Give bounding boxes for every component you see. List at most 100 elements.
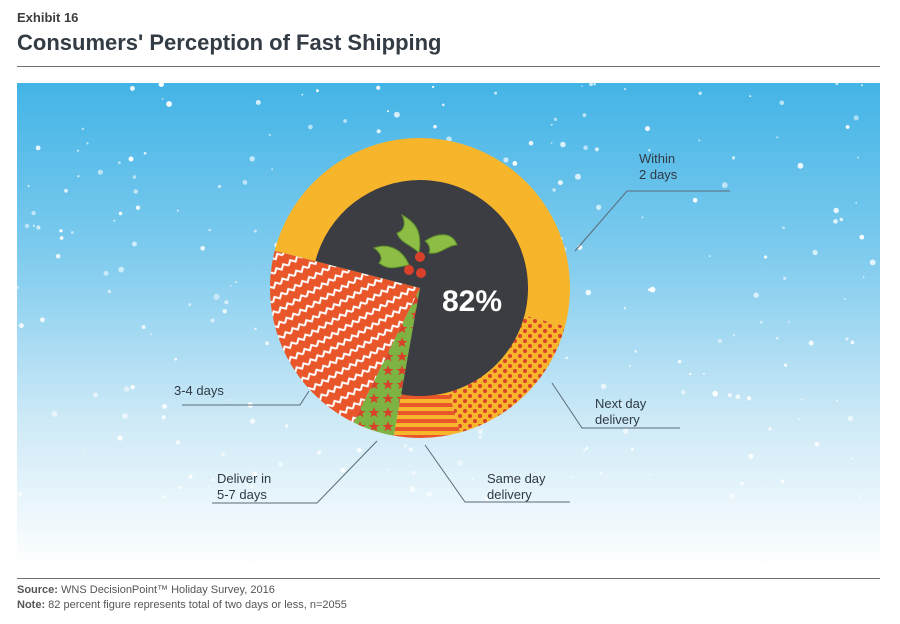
snowflake xyxy=(733,334,735,337)
snowflake xyxy=(36,225,41,230)
slice-label-line: delivery xyxy=(487,487,532,502)
snowflake xyxy=(698,91,702,96)
title-divider xyxy=(17,66,880,67)
snowflake xyxy=(641,216,644,219)
snowflake xyxy=(255,100,261,105)
snowflake xyxy=(747,396,752,401)
snowflake xyxy=(268,133,271,136)
snowflake xyxy=(208,228,211,232)
snowflake xyxy=(503,157,509,163)
chart-panel: 82% Within 2 days Next day delivery Same day… xyxy=(17,83,880,569)
snowflake xyxy=(222,309,227,314)
snowflake xyxy=(59,229,63,233)
snowflake xyxy=(835,83,839,86)
snowflake xyxy=(740,481,744,486)
snowflake xyxy=(629,365,632,367)
snowflake xyxy=(808,340,814,346)
snowflake xyxy=(178,486,181,489)
snowflake xyxy=(249,156,255,162)
snowflake xyxy=(814,442,820,447)
snowflake xyxy=(376,129,381,134)
snowflake xyxy=(717,339,722,343)
snowflake xyxy=(689,372,692,376)
snowflake xyxy=(71,231,74,234)
snowflake xyxy=(81,127,85,131)
snowflake xyxy=(847,415,854,422)
snowflake xyxy=(356,447,362,453)
snowflake xyxy=(188,303,192,307)
snowflake xyxy=(161,97,164,100)
snowflake xyxy=(845,125,850,129)
snowflake xyxy=(343,119,347,123)
snowflake xyxy=(787,320,790,323)
snowflake xyxy=(485,496,490,501)
snowflake xyxy=(853,115,859,121)
snowflake xyxy=(779,100,785,106)
snowflake xyxy=(103,270,109,276)
snowflake xyxy=(128,156,134,162)
snowflake xyxy=(113,219,116,222)
snowflake xyxy=(857,156,860,159)
snowflake xyxy=(800,398,803,401)
snowflake xyxy=(630,447,635,451)
snowflake xyxy=(768,427,772,431)
holly-icon xyxy=(372,213,458,278)
snowflake xyxy=(143,151,147,155)
snowflake xyxy=(253,229,257,233)
snowflake xyxy=(764,255,768,259)
snowflake xyxy=(583,145,588,150)
snowflake xyxy=(596,204,602,210)
snowflake xyxy=(600,472,603,475)
snowflake xyxy=(188,474,193,479)
snowflake xyxy=(729,494,735,499)
snowflake xyxy=(59,236,64,240)
snowflake xyxy=(254,327,257,330)
snowflake xyxy=(132,175,137,179)
snowflake xyxy=(565,356,568,360)
snowflake xyxy=(649,286,656,293)
snowflake xyxy=(27,184,30,188)
snowflake xyxy=(833,207,839,214)
snowflake xyxy=(265,341,270,346)
snowflake xyxy=(622,428,629,435)
snowflake xyxy=(161,415,166,420)
snowflake xyxy=(118,266,125,273)
snowflake xyxy=(224,300,229,305)
snowflake xyxy=(721,182,728,189)
slice-label-line: 3-4 days xyxy=(174,383,224,398)
snowflake xyxy=(210,318,215,323)
snowflake xyxy=(594,147,599,152)
snowflake xyxy=(316,89,319,93)
snowflake xyxy=(708,255,711,258)
snowflake xyxy=(51,410,58,417)
snowflake xyxy=(585,289,592,296)
snowflake xyxy=(223,480,226,483)
snowflake xyxy=(176,209,179,212)
snowflake xyxy=(731,156,736,160)
snowflake xyxy=(433,124,437,129)
snowflake xyxy=(798,418,801,421)
snowflake xyxy=(512,161,518,166)
snowflake xyxy=(131,241,137,247)
snowflake xyxy=(211,478,215,482)
snowflake xyxy=(735,394,741,400)
inner-dark-disc xyxy=(315,180,529,396)
snowflake xyxy=(859,234,865,240)
snowflake xyxy=(316,450,322,456)
snowflake xyxy=(40,317,45,323)
slice-label-line: Deliver in xyxy=(217,471,271,486)
snowflake xyxy=(780,479,785,483)
snowflake xyxy=(82,452,85,455)
snowflake xyxy=(93,392,98,398)
snowflake xyxy=(252,471,257,476)
snowflake xyxy=(118,211,123,216)
snowflake xyxy=(176,440,180,445)
snowflake xyxy=(844,298,846,300)
snowflake xyxy=(426,491,433,498)
snowflake xyxy=(645,126,650,132)
snowflake xyxy=(221,452,225,457)
snowflake xyxy=(250,418,256,424)
snowflake xyxy=(249,484,254,489)
leader-line xyxy=(574,190,730,252)
